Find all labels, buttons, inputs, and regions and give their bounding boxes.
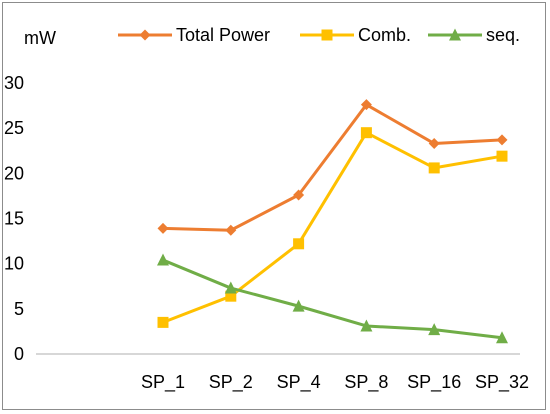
series-line <box>162 131 503 324</box>
data-point <box>293 238 305 250</box>
y-tick-label: 0 <box>14 344 24 364</box>
y-tick-label: 10 <box>4 254 24 274</box>
data-point <box>360 319 373 332</box>
y-tick-label: 20 <box>4 163 24 183</box>
x-tick-label: SP_2 <box>209 372 253 393</box>
x-tick-label: SP_8 <box>344 372 388 393</box>
y-tick-label: 30 <box>4 73 24 93</box>
data-point <box>428 138 440 150</box>
y-axis-ticks: 0 5 10 15 20 25 30 <box>4 73 24 364</box>
x-tick-label: SP_4 <box>277 372 321 393</box>
data-point <box>224 281 237 294</box>
data-point <box>428 162 440 174</box>
legend-label: Total Power <box>176 25 270 45</box>
legend: Total Power Comb. seq. <box>118 25 520 45</box>
series-line <box>162 103 503 232</box>
data-point <box>360 127 372 139</box>
data-point <box>360 99 372 111</box>
legend-marker <box>449 28 461 41</box>
legend-marker <box>321 29 333 41</box>
data-point <box>225 290 237 302</box>
y-unit-label: mW <box>24 28 56 48</box>
data-point <box>292 299 305 312</box>
data-point <box>496 134 508 146</box>
series-line <box>162 258 503 340</box>
data-point <box>157 253 169 266</box>
data-point <box>496 331 508 344</box>
x-tick-label: SP_16 <box>407 372 461 393</box>
legend-marker <box>139 29 151 41</box>
data-point <box>225 224 237 236</box>
x-tick-label: SP_1 <box>141 372 185 393</box>
chart-frame <box>2 2 546 410</box>
x-axis-ticks: SP_1 SP_2 SP_4 SP_8 SP_16 SP_32 <box>141 372 529 393</box>
data-point <box>157 316 169 328</box>
y-tick-label: 15 <box>4 209 24 229</box>
x-tick-label: SP_32 <box>475 372 529 393</box>
legend-label: seq. <box>486 25 520 45</box>
data-point <box>157 222 169 234</box>
data-point <box>428 323 441 336</box>
legend-label: Comb. <box>358 25 411 45</box>
data-point <box>293 189 305 201</box>
y-tick-label: 25 <box>4 118 24 138</box>
data-point <box>496 150 508 162</box>
series-group <box>157 99 508 344</box>
y-tick-label: 5 <box>14 299 24 319</box>
